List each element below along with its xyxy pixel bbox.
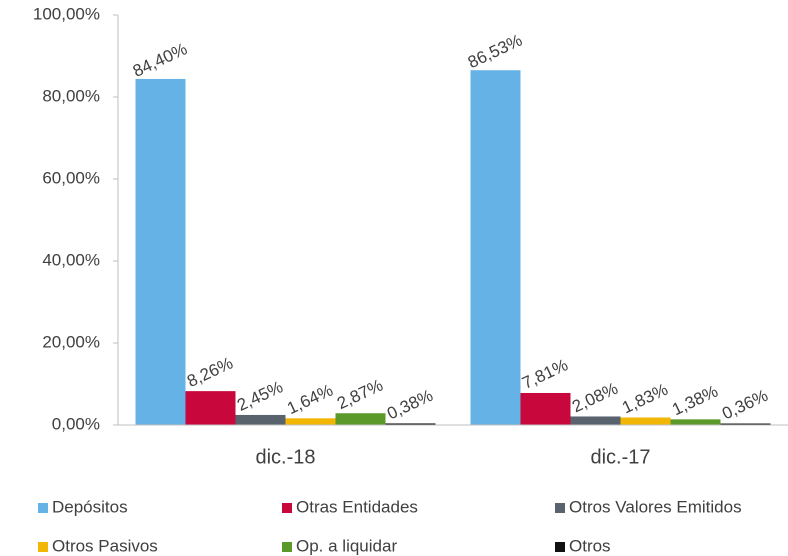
y-tick-label: 60,00% (42, 168, 100, 187)
legend-label: Otros Valores Emitidos (569, 497, 742, 516)
data-label: 0,38% (384, 386, 436, 424)
y-tick-label: 100,00% (33, 4, 100, 23)
x-tick-label: dic.-17 (590, 446, 650, 468)
bar (570, 416, 621, 425)
bar (520, 392, 571, 425)
legend-swatch (38, 503, 48, 513)
bar (620, 417, 671, 425)
data-label: 2,08% (569, 379, 621, 417)
legend-swatch (282, 503, 292, 513)
data-label: 1,38% (669, 382, 721, 420)
y-tick-label: 20,00% (42, 332, 100, 351)
data-label: 8,26% (184, 353, 236, 391)
legend-swatch (38, 542, 48, 552)
x-tick-label: dic.-18 (255, 446, 315, 468)
bar (720, 423, 771, 425)
y-tick-label: 40,00% (42, 250, 100, 269)
data-label: 2,87% (334, 376, 386, 414)
bar (285, 418, 336, 425)
bar (385, 423, 436, 425)
data-label: 2,45% (234, 377, 286, 415)
legend-label: Op. a liquidar (296, 536, 397, 555)
legend-label: Depósitos (52, 497, 128, 516)
data-label: 1,64% (284, 381, 336, 419)
legend-label: Otras Entidades (296, 497, 418, 516)
bar (335, 413, 386, 425)
legend-swatch (282, 542, 292, 552)
y-tick-label: 80,00% (42, 86, 100, 105)
bar (135, 78, 186, 426)
legend-swatch (555, 542, 565, 552)
data-label: 1,83% (619, 380, 671, 418)
y-tick-label: 0,00% (52, 414, 100, 433)
data-label: 86,53% (465, 31, 525, 73)
bar (670, 419, 721, 425)
data-label: 7,81% (519, 355, 571, 393)
data-label: 84,40% (130, 39, 190, 81)
bar (470, 70, 521, 426)
data-label: 0,36% (719, 386, 771, 424)
legend-label: Otros (569, 536, 611, 555)
bar (185, 391, 236, 425)
legend-label: Otros Pasivos (52, 536, 158, 555)
legend-swatch (555, 503, 565, 513)
bar (235, 414, 286, 425)
